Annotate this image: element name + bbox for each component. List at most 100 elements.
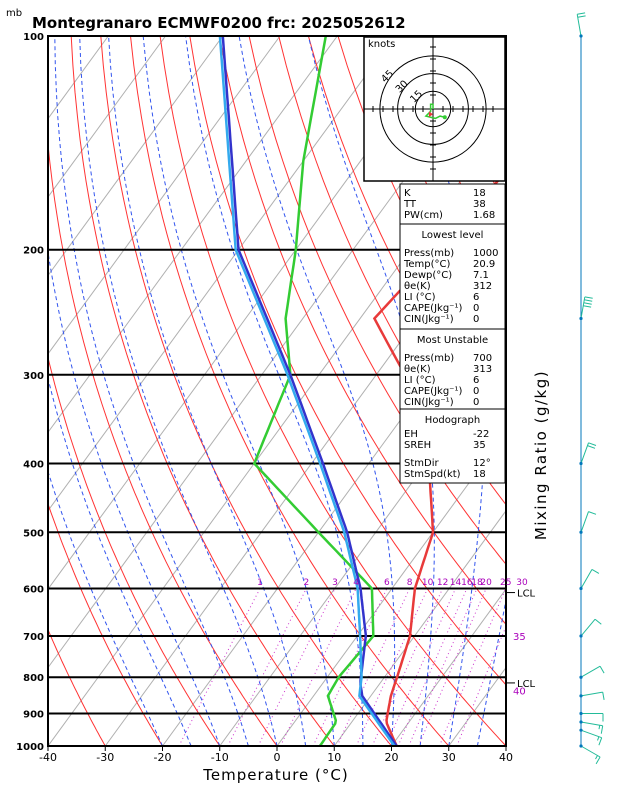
dry-adiabat [48, 139, 278, 746]
mixing-ratio-label: 8 [407, 578, 413, 588]
wind-barb [579, 728, 603, 746]
stat-index-label: PW(cm) [404, 210, 443, 221]
wind-barb [579, 511, 597, 534]
moist-adiabat [54, 36, 249, 746]
lowest-level-row-label: CIN(Jkg⁻¹) [404, 314, 454, 325]
wind-barb-feather [595, 756, 601, 765]
hodograph-stats-row-label: StmSpd(kt) [404, 469, 461, 480]
wind-barb [579, 720, 604, 734]
dry-adiabat [248, 36, 506, 566]
pressure-tick-label: 900 [23, 710, 44, 721]
moist-adiabat [48, 249, 221, 746]
wind-barb-shaft [580, 745, 601, 758]
isotherm-line [48, 36, 395, 512]
lowest-level-row-label: CAPE(Jkg⁻¹) [404, 303, 462, 314]
wind-barb-half-feather [595, 755, 598, 760]
parcel-profile [221, 36, 398, 746]
moist-adiabat [79, 36, 278, 746]
mixing-ratio-label: 30 [516, 578, 528, 588]
lowest-level-box [399, 223, 506, 330]
mixing-ratio-label: 4 [353, 578, 359, 588]
isotherm-line [333, 509, 506, 746]
moist-adiabat [307, 36, 435, 746]
wind-barb-dot [579, 461, 583, 466]
wind-barb-feather [594, 618, 602, 625]
wind-barb-shaft [580, 569, 593, 589]
temperature-tick-label: -30 [96, 751, 114, 764]
stat-index-value: 18 [473, 188, 486, 199]
most-unstable-row-value: 6 [473, 375, 479, 386]
mixing-ratio-label: 6 [384, 578, 390, 588]
isotherm-line [104, 196, 506, 746]
most-unstable-box [399, 328, 506, 410]
pressure-tick-label: 500 [23, 528, 44, 539]
wind-barb-feather [588, 442, 597, 446]
temperature-profile [372, 169, 506, 746]
dry-adiabat [48, 355, 221, 746]
wind-barb-half-feather [597, 736, 600, 741]
wind-barb-feather [583, 302, 592, 305]
pressure-tick-label: 200 [23, 246, 44, 257]
wind-barb-feather [584, 296, 593, 299]
pressure-tick-label: 600 [23, 584, 44, 595]
hodograph-stats-row-label: SREH [404, 440, 431, 451]
wind-barb-dot [579, 675, 583, 679]
stats-panel: K 18 TT 38 PW(cm) 1.68 Lowest level Press(mb) 10… [399, 183, 506, 484]
hodograph-ring [397, 73, 469, 145]
mixing-ratio-axis-label: Mixing Ratio (g/kg) [532, 370, 550, 540]
most-unstable-title: Most Unstable [417, 335, 488, 346]
hodograph-stats-row-value: 18 [473, 469, 486, 480]
hodograph-stats-row-value: 35 [473, 440, 486, 451]
wind-barb-feather [600, 725, 604, 734]
temperature-tick-label: 20 [385, 751, 399, 764]
wind-barb-shaft [580, 442, 589, 464]
most-unstable-row-label: CAPE(Jkg⁻¹) [404, 386, 462, 397]
mixing-ratio-line [371, 588, 444, 746]
wind-barb-dot [579, 586, 583, 591]
wind-barb-shaft [580, 296, 586, 319]
wind-barb-feather [577, 12, 586, 15]
most-unstable-row-value: 700 [473, 353, 492, 364]
hodograph-stats-row-value: 12° [473, 458, 491, 469]
wind-barb-feather [577, 15, 586, 18]
lowest-level-row-label: θe(K) [404, 281, 431, 292]
wind-barb-dot [579, 34, 583, 38]
dry-adiabat [48, 502, 163, 746]
temperature-tick-label: 10 [327, 751, 341, 764]
wind-barb [579, 665, 605, 679]
pressure-unit: mb [6, 8, 22, 19]
lowest-level-row-label: Dewp(°C) [404, 270, 452, 281]
mixing-ratio-line [178, 588, 261, 746]
wind-barb-shaft [580, 729, 602, 739]
lowest-level-title: Lowest level [422, 230, 484, 241]
dewpoint-profile [252, 36, 375, 746]
mixing-ratio-line [280, 588, 357, 746]
stat-index-label: K [404, 188, 411, 199]
most-unstable-row-value: 313 [473, 364, 492, 375]
most-unstable-row-value: 0 [473, 386, 479, 397]
wind-barb [576, 12, 586, 38]
lowest-level-row-value: 6 [473, 292, 479, 303]
hodograph-stats-box [399, 408, 506, 484]
hodograph-stats-row-value: -22 [473, 429, 489, 440]
hodograph-ring [414, 90, 452, 128]
hodograph-ring [379, 55, 487, 163]
mixing-ratio-label: 18 [471, 578, 483, 588]
dry-adiabat [575, 36, 618, 746]
hodograph-stats-row-label: StmDir [404, 458, 439, 469]
lowest-level-row-value: 0 [473, 303, 479, 314]
temperature-tick-label: -10 [211, 751, 229, 764]
hodograph-units: knots [368, 39, 395, 50]
dry-adiabat [100, 36, 392, 746]
mixing-ratio-label: 25 [500, 578, 511, 588]
mixing-ratio-line [408, 588, 478, 746]
hodograph-trace [424, 103, 445, 120]
pressure-tick-label: 800 [23, 673, 44, 684]
storm-motion-marker [428, 111, 433, 118]
wind-barb [579, 711, 604, 722]
right-axis-label: 40 [513, 686, 526, 697]
